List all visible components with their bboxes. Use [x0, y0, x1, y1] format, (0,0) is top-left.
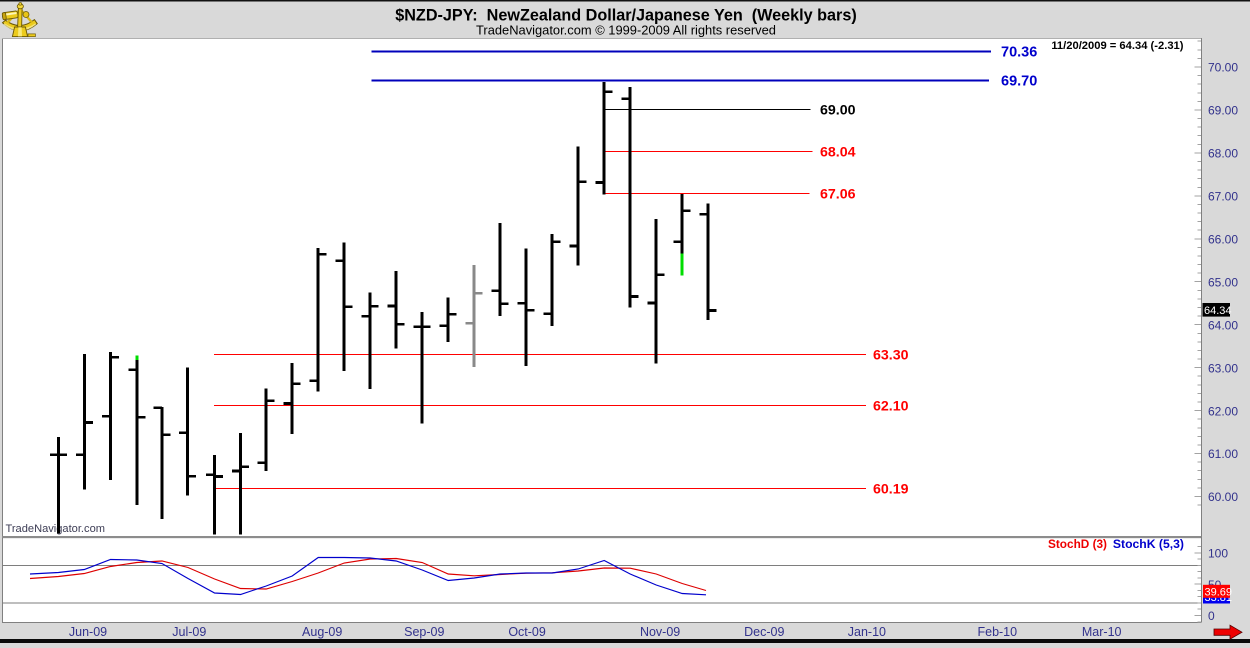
svg-text:68.00: 68.00 [1208, 147, 1238, 161]
svg-text:67.00: 67.00 [1208, 190, 1238, 204]
svg-text:TradeNavigator.com © 1999-2009: TradeNavigator.com © 1999-2009 All right… [476, 23, 776, 38]
svg-text:70.36: 70.36 [1001, 44, 1037, 60]
svg-text:69.00: 69.00 [1208, 104, 1238, 118]
svg-text:64.34: 64.34 [1204, 305, 1232, 317]
svg-text:Jul-09: Jul-09 [172, 625, 206, 639]
svg-text:62.10: 62.10 [873, 398, 909, 414]
svg-text:62.00: 62.00 [1208, 404, 1238, 418]
svg-text:Nov-09: Nov-09 [640, 625, 680, 639]
svg-text:69.00: 69.00 [820, 102, 856, 118]
svg-text:Jun-09: Jun-09 [69, 625, 107, 639]
svg-text:64.00: 64.00 [1208, 318, 1238, 332]
svg-text:Oct-09: Oct-09 [508, 625, 546, 639]
svg-text:Dec-09: Dec-09 [744, 625, 784, 639]
svg-text:60.19: 60.19 [873, 481, 909, 497]
svg-text:67.06: 67.06 [820, 186, 856, 202]
svg-text:Sep-09: Sep-09 [404, 625, 444, 639]
svg-text:Jan-10: Jan-10 [848, 625, 886, 639]
svg-text:StochK (5,3): StochK (5,3) [1113, 537, 1184, 551]
svg-text:Mar-10: Mar-10 [1082, 625, 1122, 639]
svg-text:Aug-09: Aug-09 [302, 625, 342, 639]
svg-text:TradeNavigator.com: TradeNavigator.com [6, 523, 105, 535]
svg-text:0: 0 [1208, 609, 1215, 623]
svg-text:63.30: 63.30 [873, 347, 909, 363]
svg-text:11/20/2009 = 64.34 (-2.31): 11/20/2009 = 64.34 (-2.31) [1051, 40, 1183, 52]
svg-text:70.00: 70.00 [1208, 61, 1238, 75]
svg-text:69.70: 69.70 [1001, 73, 1037, 89]
svg-text:StochD (3): StochD (3) [1048, 537, 1107, 551]
svg-text:39.69: 39.69 [1205, 587, 1233, 599]
svg-text:61.00: 61.00 [1208, 447, 1238, 461]
svg-text:100: 100 [1208, 547, 1228, 561]
svg-text:66.00: 66.00 [1208, 233, 1238, 247]
svg-text:68.04: 68.04 [820, 144, 856, 160]
svg-text:65.00: 65.00 [1208, 275, 1238, 289]
svg-text:60.00: 60.00 [1208, 490, 1238, 504]
svg-text:Feb-10: Feb-10 [977, 625, 1017, 639]
svg-text:$NZD-JPY: NewZealand Dollar/J: $NZD-JPY: NewZealand Dollar/Japanese Yen… [395, 7, 857, 25]
svg-text:63.00: 63.00 [1208, 361, 1238, 375]
